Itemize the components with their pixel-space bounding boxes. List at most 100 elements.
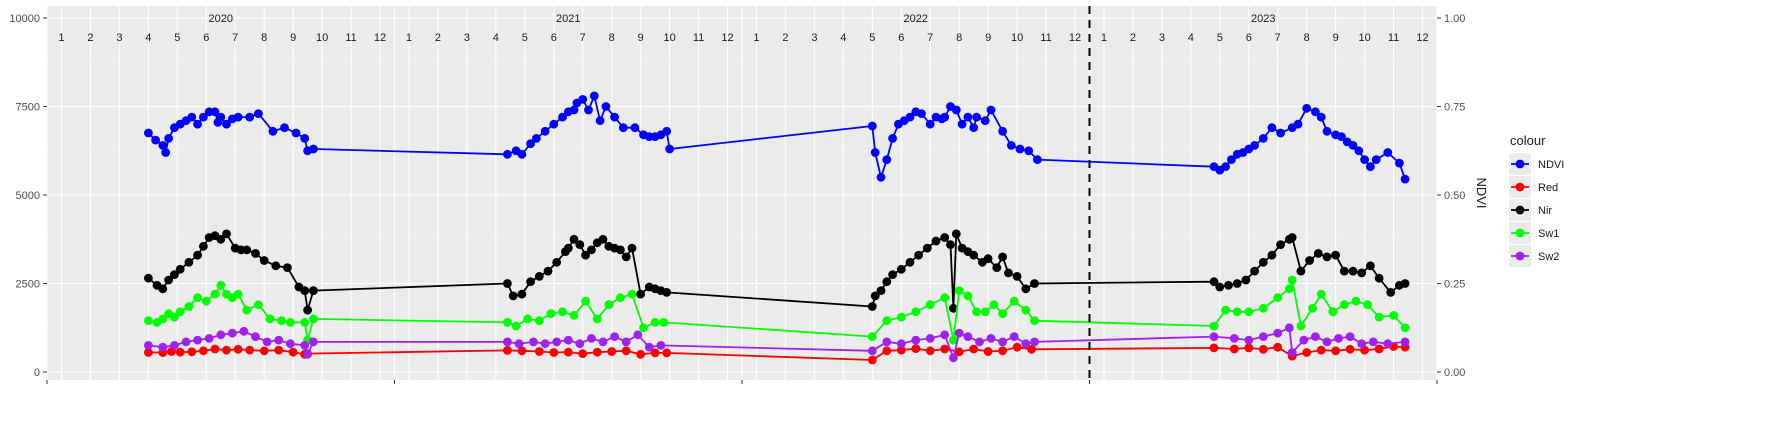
series-point-sw2 <box>1287 348 1297 357</box>
month-label: 12 <box>1069 32 1081 44</box>
series-point-nir <box>563 243 573 253</box>
series-point-sw1 <box>242 305 252 315</box>
series-point-sw1 <box>592 314 602 324</box>
series-point-red <box>233 344 243 354</box>
series-point-nir <box>905 257 915 267</box>
series-point-ndvi <box>1360 155 1369 165</box>
series-point-ndvi <box>245 112 255 122</box>
series-point-nir <box>1339 266 1349 276</box>
series-point-nir <box>1331 250 1340 260</box>
series-point-red <box>1302 348 1312 357</box>
series-point-ndvi <box>1006 141 1016 150</box>
series-point-sw2 <box>998 337 1007 347</box>
series-point-nir <box>222 229 231 239</box>
series-point-ndvi <box>268 126 278 136</box>
series-point-ndvi <box>1400 174 1410 184</box>
series-point-red <box>1258 344 1268 354</box>
series-point-sw1 <box>627 289 637 299</box>
series-point-red <box>954 347 964 357</box>
series-point-sw2 <box>610 332 619 341</box>
series-point-sw2 <box>300 341 310 350</box>
series-point-sw1 <box>175 307 185 317</box>
series-point-ndvi <box>216 112 226 122</box>
month-label: 1 <box>1101 32 1107 44</box>
series-point-red <box>222 345 231 355</box>
series-point-red <box>288 347 298 357</box>
series-point-nir <box>1250 266 1259 276</box>
series-point-ndvi <box>1024 146 1034 156</box>
month-label: 9 <box>1333 32 1339 44</box>
series-point-sw2 <box>251 332 260 341</box>
series-point-red <box>925 346 935 356</box>
series-point-nir <box>662 288 672 297</box>
series-point-sw1 <box>144 316 153 326</box>
series-point-sw2 <box>896 339 906 349</box>
series-line-ndvi <box>147 95 1406 180</box>
series-point-ndvi <box>1227 155 1236 165</box>
month-label: 2 <box>1130 32 1136 44</box>
series-point-sw1 <box>277 316 286 326</box>
series-point-sw2 <box>514 339 524 349</box>
series-point-ndvi <box>963 112 973 122</box>
series-point-sw1 <box>285 318 295 327</box>
series-point-sw2 <box>216 330 226 340</box>
series-point-sw1 <box>170 312 179 322</box>
series-point-sw1 <box>1389 311 1398 320</box>
series-point-sw2 <box>309 337 318 347</box>
series-point-nir <box>543 266 553 276</box>
month-label: 9 <box>290 32 296 44</box>
series-point-ndvi <box>193 119 203 129</box>
series-point-ndvi <box>540 126 550 136</box>
series-point-nir <box>922 243 932 253</box>
series-point-red <box>144 348 153 357</box>
series-point-ndvi <box>867 121 877 131</box>
series-point-nir <box>627 243 637 253</box>
series-point-nir <box>1357 268 1367 278</box>
series-ndvi <box>144 91 1410 184</box>
series-point-sw1 <box>193 293 203 303</box>
month-label: 10 <box>1358 32 1370 44</box>
series-point-ndvi <box>1293 119 1303 129</box>
series-point-red <box>621 346 631 356</box>
series-point-ndvi <box>925 119 935 129</box>
series-point-red <box>210 344 220 354</box>
series-point-ndvi <box>1348 141 1358 150</box>
series-point-red <box>1345 344 1355 354</box>
series-point-sw2 <box>1357 339 1367 349</box>
series-point-sw2 <box>1284 323 1294 333</box>
month-label: 4 <box>840 32 846 44</box>
series-point-sw1 <box>309 314 318 324</box>
series-point-sw1 <box>534 316 544 326</box>
y-left-tick-label: 5000 <box>16 190 40 202</box>
series-point-ndvi <box>222 119 231 129</box>
series-point-ndvi <box>1267 123 1277 133</box>
series-point-red <box>882 346 892 356</box>
series-point-nir <box>552 257 562 267</box>
month-label: 6 <box>203 32 209 44</box>
series-point-ndvi <box>1337 132 1346 142</box>
series-point-nir <box>616 245 625 255</box>
series-point-sw2 <box>1209 332 1219 341</box>
series-point-sw1 <box>604 300 614 310</box>
y-right-tick-label: 0.50 <box>1444 190 1465 202</box>
series-point-sw2 <box>1244 335 1254 345</box>
series-point-nir <box>1012 272 1022 281</box>
series-point-nir <box>300 286 310 295</box>
series-point-nir <box>1322 252 1332 262</box>
series-point-sw1 <box>911 307 921 317</box>
series-point-sw2 <box>633 330 643 340</box>
series-point-nir <box>283 263 292 272</box>
grid-major <box>46 6 1438 380</box>
series-point-ndvi <box>164 134 174 143</box>
series-point-sw2 <box>274 335 284 345</box>
series-point-ndvi <box>1395 158 1404 168</box>
month-label: 9 <box>638 32 644 44</box>
y-left-tick-label: 2500 <box>16 279 40 291</box>
series-point-nir <box>983 254 993 264</box>
series-point-nir <box>951 229 961 239</box>
month-label: 10 <box>663 32 675 44</box>
series-point-red <box>503 346 512 355</box>
series-point-sw2 <box>656 341 666 350</box>
series-point-ndvi <box>549 119 559 129</box>
